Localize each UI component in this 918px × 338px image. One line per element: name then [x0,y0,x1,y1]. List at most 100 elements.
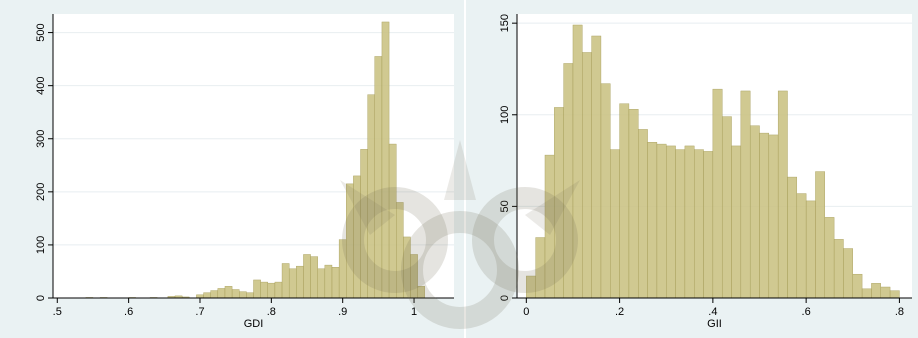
histogram-bar [675,149,686,299]
x-tick-label: 0 [523,306,529,318]
histogram-bar [563,63,574,299]
histogram-bar [260,281,268,299]
histogram-bar [267,282,276,299]
histogram-bar [410,254,418,299]
histogram-bar [403,236,411,299]
x-tick-label: 1 [411,306,417,318]
histogram-bar [396,202,404,299]
x-tick-label: .6 [802,306,811,318]
histogram-bar [231,289,240,299]
gdi-histogram-panel: .5 .6 .7 .8 .9 1 0 100 200 300 400 500 GDI [0,0,464,338]
histogram-bar [647,142,658,299]
histogram-bar [331,267,340,299]
histogram-bar [526,275,536,299]
histogram-bar [815,171,825,299]
y-tick-label: 0 [499,295,511,301]
x-tick-label: .8 [895,306,904,318]
histogram-bar [777,90,788,299]
panel-divider [464,0,466,338]
histogram-bar [740,90,751,299]
histogram-bar [796,193,807,299]
histogram-bar [381,21,390,299]
histogram-bar [610,149,620,299]
histogram-bar [253,279,261,299]
gdi-histogram: .5 .6 .7 .8 .9 1 0 100 200 300 400 500 GDI [35,14,454,330]
histogram-bar [824,217,835,299]
histogram-bar [600,83,611,299]
histogram-bar [388,143,397,299]
x-tick-label: .8 [267,306,276,318]
histogram-bar [712,88,723,299]
histogram-bar [324,264,333,299]
histogram-bar [852,273,863,299]
x-tick-label: .5 [53,306,62,318]
histogram-bar [619,103,630,299]
histogram-bar [759,132,770,299]
histogram-bar [417,286,425,299]
histogram-bar [217,288,226,299]
histogram-bar [731,145,742,299]
histogram-bar [591,35,602,299]
y-tick-label: 400 [35,76,47,94]
y-tick-label: 200 [35,183,47,201]
x-tick-label: .7 [195,306,204,318]
histogram-bar [684,145,695,299]
histogram-bar [880,286,891,299]
y-tick-label: 500 [35,23,47,41]
histogram-bar [554,107,564,299]
y-tick-label: 100 [499,106,511,124]
gii-histogram: 0 .2 .4 .6 .8 0 50 100 150 GII [499,14,912,330]
histogram-bar [353,175,361,299]
histogram-bar [768,134,779,299]
x-tick-label: .6 [124,306,133,318]
histogram-bar [843,248,853,299]
histogram-bar [628,109,639,299]
histogram-bar [288,268,297,299]
y-tick-label: 100 [35,236,47,254]
x-axis-title: GDI [244,318,264,330]
histogram-bar [346,183,354,299]
histogram-bar [544,154,555,299]
histogram-bar [656,143,667,299]
histogram-bar [582,52,592,299]
y-tick-label: 300 [35,130,47,148]
histogram-bar [246,292,254,299]
histogram-bar [805,200,816,299]
histogram-bar [281,263,290,299]
histogram-bar [310,256,318,299]
histogram-bar [224,286,233,299]
y-tick-label: 50 [499,200,511,212]
histogram-bar [239,291,247,299]
histogram-bar [367,94,375,299]
histogram-bar [303,254,311,299]
histogram-bar [787,176,798,299]
histogram-bar [296,265,304,299]
y-tick-label: 0 [35,295,47,301]
histogram-bar [360,149,368,299]
histogram-bar [749,125,760,299]
histogram-bar [638,129,648,299]
histogram-bar [572,24,583,299]
histogram-bar [203,292,211,299]
histogram-bar [703,151,714,299]
histogram-bar [889,290,900,299]
histogram-bar [871,283,881,299]
histogram-bar [535,237,546,299]
histogram-bar [274,281,283,299]
x-tick-label: .4 [708,306,717,318]
histogram-bar [317,268,326,299]
histogram-bar [338,239,347,299]
histogram-bar [694,149,704,299]
gii-histogram-panel: 0 .2 .4 .6 .8 0 50 100 150 GII [466,0,918,338]
histogram-bar [861,288,872,299]
histogram-bar [210,290,219,299]
x-axis-title: GII [707,318,722,330]
histogram-bar [666,145,676,299]
histogram-bar [374,56,383,299]
histogram-bar [721,116,732,299]
histogram-bar [833,239,844,299]
y-tick-label: 150 [499,14,511,32]
x-tick-label: .2 [615,306,624,318]
x-tick-label: .9 [338,306,347,318]
